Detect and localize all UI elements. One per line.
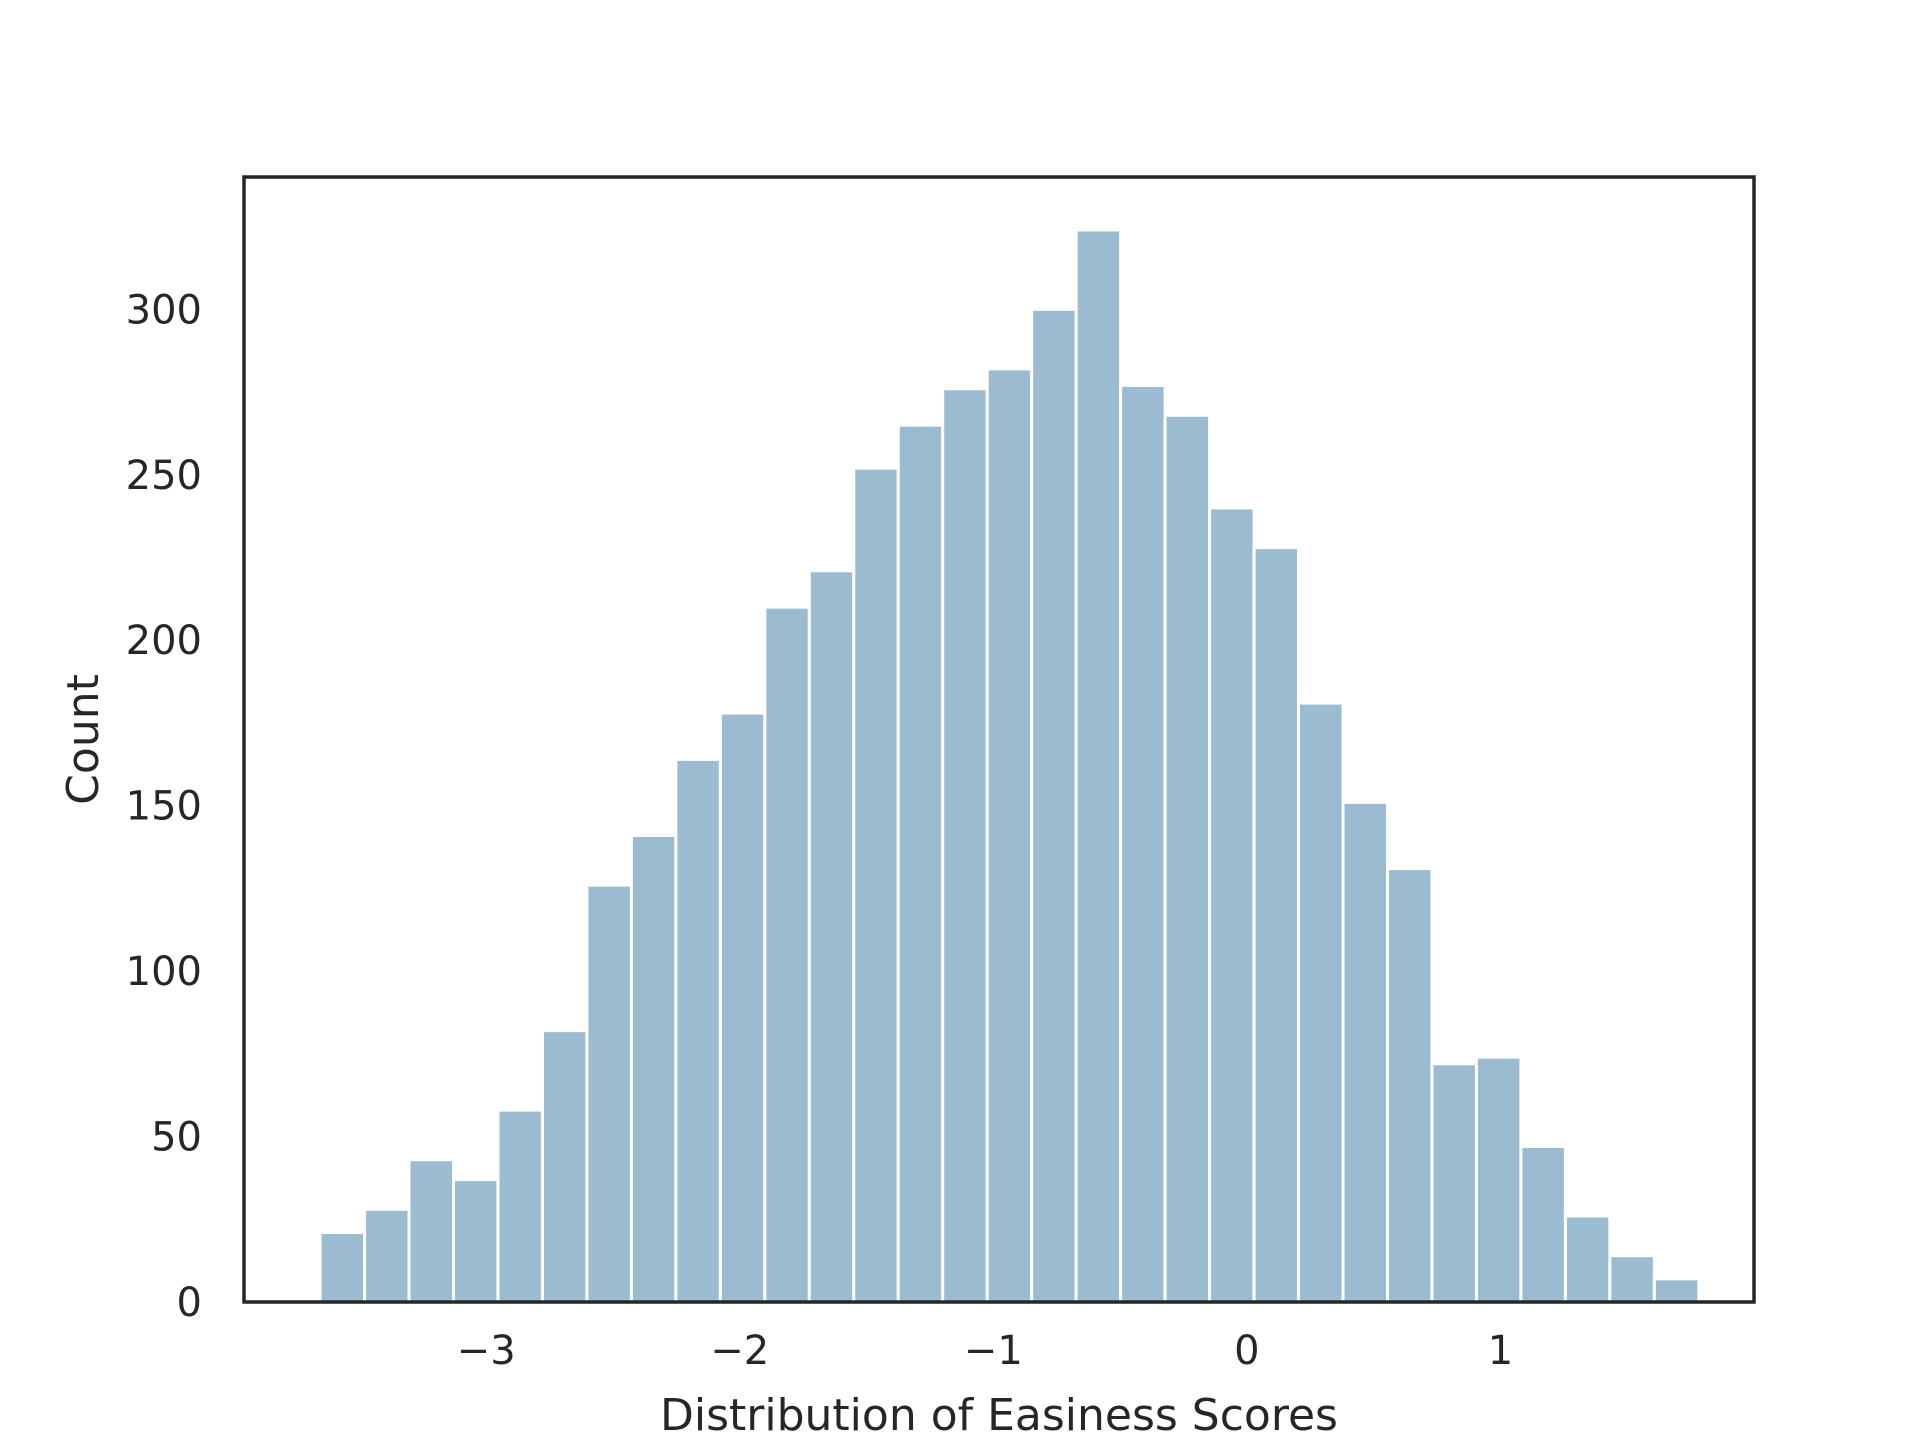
histogram-bar: [540, 1029, 589, 1304]
histogram-bar: [896, 423, 945, 1304]
y-tick-label: 200: [126, 618, 202, 664]
histogram-bar: [941, 387, 989, 1304]
x-tick-label: −1: [964, 1328, 1023, 1374]
histogram-bar: [763, 605, 811, 1304]
histogram-bar: [985, 367, 1034, 1304]
histogram-bar: [674, 757, 722, 1304]
x-tick-label: −2: [710, 1328, 769, 1374]
x-axis-label: Distribution of Easiness Scores: [660, 1390, 1338, 1440]
y-tick-label: 250: [126, 453, 202, 499]
histogram-bar: [1163, 413, 1212, 1304]
histogram-bar: [496, 1108, 544, 1304]
histogram-bar: [1385, 867, 1434, 1304]
y-axis-label: Count: [58, 674, 109, 805]
histogram-bar: [363, 1207, 411, 1304]
histogram-bar: [1074, 228, 1123, 1304]
histogram-bar: [585, 883, 633, 1304]
histogram-bar: [451, 1178, 500, 1304]
y-tick-label: 100: [126, 949, 202, 995]
x-tick-label: 1: [1488, 1328, 1513, 1374]
histogram-bar: [1652, 1277, 1701, 1304]
histogram-bar: [1252, 546, 1301, 1304]
histogram-bar: [718, 711, 767, 1304]
histogram-bar: [629, 833, 678, 1304]
histogram-bar: [1608, 1254, 1656, 1304]
plot-frame: [242, 175, 1756, 1304]
bars-layer: [318, 228, 1701, 1304]
histogram-bar: [318, 1231, 367, 1304]
histogram-bar: [807, 569, 856, 1304]
y-tick-label: 50: [151, 1115, 202, 1161]
histogram-bar: [1119, 383, 1167, 1304]
histogram-bar: [1519, 1144, 1567, 1304]
y-tick-label: 300: [126, 287, 202, 333]
y-tick-label: 0: [177, 1280, 202, 1326]
y-tick-labels: 0 50 100 150 200 250 300: [126, 287, 202, 1326]
histogram-bar: [1297, 701, 1345, 1304]
histogram-bar: [1341, 800, 1389, 1304]
histogram-bar: [1563, 1214, 1612, 1304]
histogram-bar: [407, 1158, 455, 1304]
x-tick-labels: −3 −2 −1 0 1: [457, 1328, 1513, 1374]
histogram-bar: [1030, 307, 1078, 1304]
histogram-bar: [852, 466, 900, 1304]
x-tick-label: 0: [1234, 1328, 1259, 1374]
histogram-bar: [1430, 1062, 1478, 1304]
histogram-bar: [1208, 506, 1256, 1304]
histogram-bar: [1474, 1055, 1523, 1304]
y-tick-label: 150: [126, 784, 202, 830]
x-tick-label: −3: [457, 1328, 516, 1374]
